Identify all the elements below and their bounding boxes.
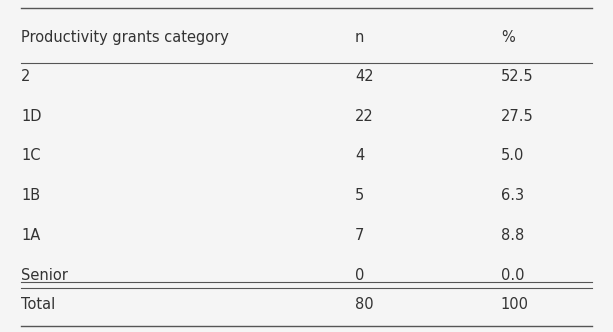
Text: 5.0: 5.0	[501, 148, 524, 163]
Text: 22: 22	[355, 109, 374, 124]
Text: 2: 2	[21, 69, 31, 84]
Text: Senior: Senior	[21, 268, 68, 283]
Text: 27.5: 27.5	[501, 109, 534, 124]
Text: 100: 100	[501, 297, 529, 312]
Text: n: n	[355, 30, 365, 44]
Text: 6.3: 6.3	[501, 188, 524, 203]
Text: 1C: 1C	[21, 148, 40, 163]
Text: 42: 42	[355, 69, 374, 84]
Text: 1D: 1D	[21, 109, 42, 124]
Text: 5: 5	[355, 188, 364, 203]
Text: 7: 7	[355, 228, 365, 243]
Text: Total: Total	[21, 297, 55, 312]
Text: 4: 4	[355, 148, 364, 163]
Text: 1A: 1A	[21, 228, 40, 243]
Text: 0.0: 0.0	[501, 268, 524, 283]
Text: %: %	[501, 30, 515, 44]
Text: 80: 80	[355, 297, 374, 312]
Text: 0: 0	[355, 268, 365, 283]
Text: 52.5: 52.5	[501, 69, 533, 84]
Text: 1B: 1B	[21, 188, 40, 203]
Text: 8.8: 8.8	[501, 228, 524, 243]
Text: Productivity grants category: Productivity grants category	[21, 30, 229, 44]
